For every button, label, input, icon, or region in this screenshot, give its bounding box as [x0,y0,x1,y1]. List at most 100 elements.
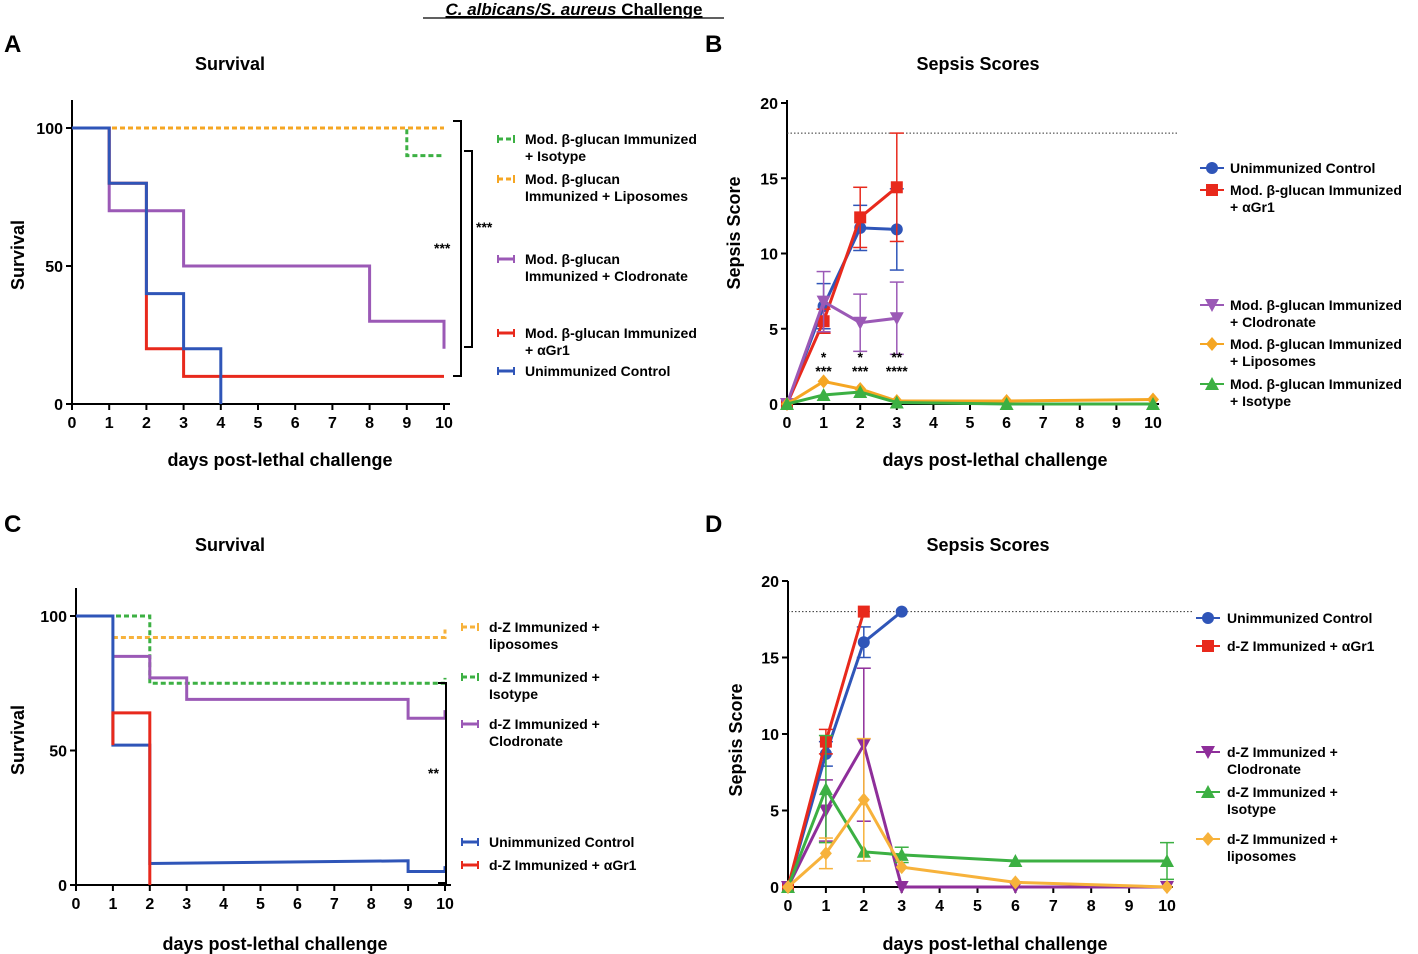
panel-a-y-axis-title: Survival [8,220,28,290]
panel-d-legend-label: Unimmunized Control [1227,610,1372,626]
panel-a-significance-bracket [464,150,473,348]
panel-b-x-tick-label: 3 [892,415,901,432]
panel-d-legend-marker [1202,640,1214,652]
panel-b-legend-label: + Isotype [1230,393,1291,409]
panel-label-c: C [4,511,21,538]
panel-b-x-tick-label: 4 [929,415,938,432]
panel-b-x-axis-title: days post-lethal challenge [882,450,1107,470]
panel-c-title: Survival [195,535,265,555]
panel-a-x-tick-label: 9 [402,415,411,432]
panel-c-legend-label: Isotype [489,686,538,702]
panel-a-legend-label: Mod. β-glucan [525,251,620,267]
panel-a-series-line [72,126,444,158]
panel-d-x-tick-label: 9 [1125,898,1134,915]
panel-a-series-line [72,126,444,378]
panel-d-data-point [895,605,908,618]
panel-b-y-tick-label: 20 [760,96,778,113]
panel-c-legend-label: d-Z Immunized + [489,619,600,635]
panel-b-legend-marker [1205,377,1219,390]
panel-a-significance-bracket [453,120,462,377]
panel-a-series-line [72,126,446,349]
panel-a-legend-label: Mod. β-glucan Immunized [525,131,697,147]
panel-a-significance-label: *** [476,219,493,235]
panel-a-x-tick-label: 3 [179,415,188,432]
panel-d-series-line [786,785,1167,888]
panel-b-series-line [785,299,897,405]
panel-a-series-line [72,126,223,404]
panel-a-y-tick-label: 0 [54,397,63,414]
panel-c-series-line [112,654,447,720]
panel-c-legend-label: Unimmunized Control [489,834,634,850]
panel-d-legend-marker [1202,832,1214,846]
panel-d-x-tick-label: 5 [973,898,982,915]
panel-b-series-line [785,186,898,405]
panel-b-y-tick-label: 0 [769,397,778,414]
panel-d-data-point [857,636,870,649]
panel-c-x-tick-label: 6 [293,896,302,913]
panel-a-y-tick-label: 50 [45,259,63,276]
panel-b-x-tick-label: 1 [819,415,828,432]
panel-a-x-tick-label: 5 [254,415,263,432]
panel-b-y-tick-label: 15 [760,171,778,188]
panel-c-legend-label: d-Z Immunized + [489,669,600,685]
panel-d-series-line [786,610,903,888]
panel-b-legend-marker [1206,162,1218,174]
panel-a-legend-label: Immunized + Clodronate [525,268,688,284]
panel-d-x-tick-label: 0 [784,898,793,915]
panel-b-x-tick-label: 8 [1075,415,1084,432]
sepsis-chart-d: 0 1 2 3 4 5 6 7 8 9 10 0 5 10 15 20 Sepsis Scores days po… [726,535,1375,954]
panel-c-series-line [112,629,447,640]
panel-b-legend-marker [1205,299,1219,312]
panel-d-data-point [894,847,909,861]
panel-d-data-point [782,880,794,894]
panel-a-legend-label: + αGr1 [525,342,570,358]
panel-b-significance-label: *** [815,363,832,379]
panel-d-title: Sepsis Scores [926,535,1049,555]
panel-c-y-axis-title: Survival [8,705,28,775]
panel-c-legend-label: d-Z Immunized + αGr1 [489,857,637,873]
panel-d-legend-label: d-Z Immunized + [1227,831,1338,847]
panel-a-x-tick-label: 7 [328,415,337,432]
panel-d-legend-marker [1201,746,1215,759]
panel-label-d: D [705,511,722,538]
panel-a-legend-label: + Isotype [525,148,586,164]
panel-b-data-point [1146,397,1160,410]
panel-c-x-tick-label: 2 [145,896,154,913]
panel-c-significance-bracket [438,682,447,884]
panel-c-x-axis-title: days post-lethal challenge [162,934,387,954]
panel-d-legend-label: Clodronate [1227,761,1301,777]
panel-b-significance-label: * [857,349,863,365]
panel-d-x-tick-label: 8 [1087,898,1096,915]
panel-c-x-tick-label: 1 [108,896,117,913]
sepsis-chart-b: 0 1 2 3 4 5 6 7 8 9 10 0 5 10 15 20 Sepsis Scores days po… [724,54,1402,470]
panel-c-series-line [76,614,447,685]
panel-b-data-point [999,397,1014,410]
panel-a-legend-label: Mod. β-glucan [525,171,620,187]
panel-d-data-point [1009,875,1022,890]
panel-b-legend-marker [1206,184,1218,196]
panel-d-y-tick-label: 10 [761,727,779,744]
panel-d-y-tick-label: 20 [761,574,779,591]
panel-b-data-point [889,395,904,409]
panel-b-y-axis-title: Sepsis Score [724,176,744,289]
panel-a-x-tick-label: 1 [105,415,114,432]
panel-d-y-tick-label: 5 [770,804,779,821]
panel-d-data-point [857,792,870,807]
panel-d-legend-label: Isotype [1227,801,1276,817]
panel-b-x-tick-label: 6 [1002,415,1011,432]
panel-a-legend-label: Unimmunized Control [525,363,670,379]
panel-b-x-tick-label: 0 [783,415,792,432]
panel-a-x-tick-label: 8 [365,415,374,432]
panel-b-y-tick-label: 10 [760,247,778,264]
panel-d-legend-label: d-Z Immunized + [1227,744,1338,760]
panel-b-legend-label: + Clodronate [1230,314,1316,330]
panel-c-y-tick-label: 100 [40,609,67,626]
panel-a-x-tick-label: 2 [142,415,151,432]
panel-b-data-point [780,397,794,410]
panel-b-data-point [890,181,903,194]
panel-b-significance-label: **** [886,363,908,379]
panel-d-legend-label: d-Z Immunized + [1227,784,1338,800]
panel-d-x-tick-label: 1 [821,898,830,915]
